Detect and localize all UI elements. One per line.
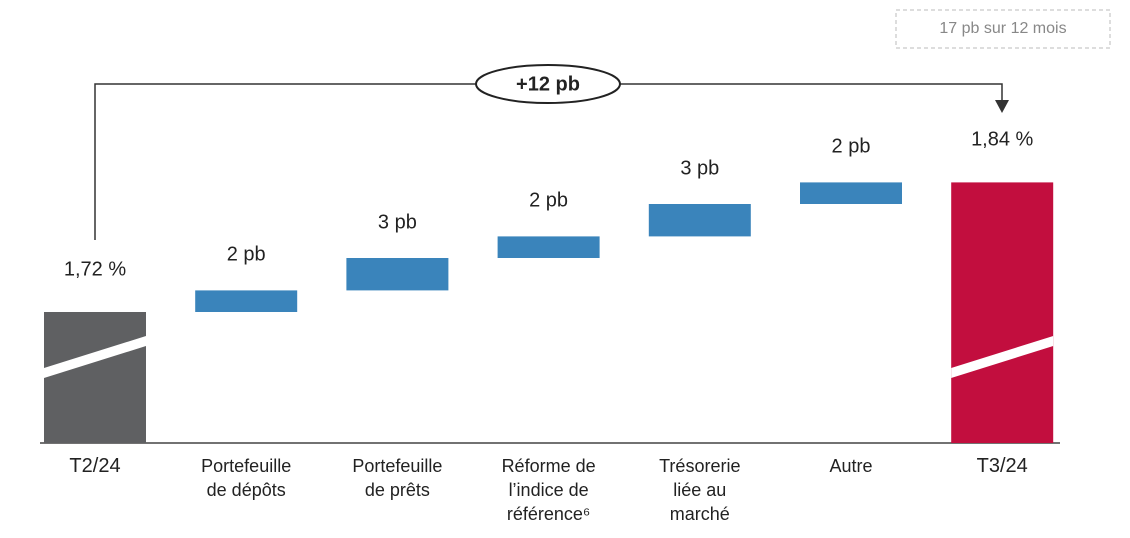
x-tick-label-line: liée au [673, 480, 726, 500]
value-label: 2 pb [227, 244, 266, 266]
x-tick-label-line: T3/24 [977, 455, 1028, 477]
x-tick-label: T3/24 [977, 455, 1028, 477]
x-tick-label-line: de prêts [365, 480, 430, 500]
value-label: 1,72 % [64, 258, 126, 280]
x-tick-label-line: de dépôts [207, 480, 286, 500]
annotation-ellipse [475, 64, 621, 104]
bar [195, 290, 298, 312]
x-tick-label-line: Portefeuille [201, 456, 291, 476]
bar [800, 182, 902, 204]
x-tick-label: Autre [829, 456, 872, 476]
value-label: 2 pb [529, 190, 568, 212]
bar [44, 312, 146, 443]
annotation: +12 pb [516, 73, 580, 95]
value-label: 3 pb [680, 157, 719, 179]
x-tick-label-line: Trésorerie [659, 456, 740, 476]
bar [951, 182, 1054, 443]
x-tick-label: Portefeuille de prêts [352, 456, 442, 500]
x-tick-label-line: l’indice de [509, 480, 589, 500]
x-tick-label: Trésorerie liée au marché [659, 456, 740, 524]
x-tick-label: T2/24 [69, 455, 120, 477]
arrow-head [995, 100, 1009, 113]
x-tick-label: Portefeuille de dépôts [201, 456, 291, 500]
axis-break [44, 336, 146, 378]
x-tick-label: Réforme de l’indice de référence⁶ [502, 456, 596, 524]
x-tick-label-line: Portefeuille [352, 456, 442, 476]
note-box [895, 9, 1111, 49]
x-tick-label-line: Réforme de [502, 456, 596, 476]
x-tick-label-line: Autre [829, 456, 872, 476]
bracket [94, 83, 1003, 240]
bar [346, 258, 449, 291]
value-label: 1,84 % [971, 129, 1033, 151]
x-tick-label-line: T2/24 [69, 455, 120, 477]
x-tick-label-line: référence⁶ [507, 504, 590, 524]
axis-break [951, 336, 1054, 378]
value-label: 3 pb [378, 211, 417, 233]
x-tick-label-line: marché [670, 504, 730, 524]
value-label: 2 pb [832, 136, 871, 158]
note: 17 pb sur 12 mois [939, 20, 1066, 37]
bar [497, 236, 600, 258]
bar [648, 204, 751, 237]
